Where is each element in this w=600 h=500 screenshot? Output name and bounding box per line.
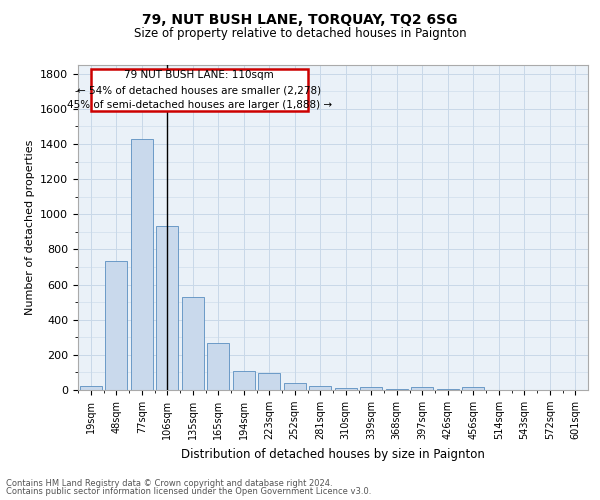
Y-axis label: Number of detached properties: Number of detached properties [25, 140, 35, 315]
Bar [182, 297, 203, 390]
Bar [284, 382, 305, 390]
Bar [157, 226, 178, 390]
Text: Contains public sector information licensed under the Open Government Licence v3: Contains public sector information licen… [6, 487, 371, 496]
Bar [361, 387, 382, 390]
Bar [310, 386, 331, 390]
FancyBboxPatch shape [91, 70, 308, 110]
Bar [131, 139, 152, 390]
Bar [233, 370, 254, 390]
Bar [259, 374, 280, 390]
Bar [463, 387, 484, 390]
Bar [335, 388, 356, 390]
Text: Contains HM Land Registry data © Crown copyright and database right 2024.: Contains HM Land Registry data © Crown c… [6, 478, 332, 488]
Bar [208, 342, 229, 390]
Text: 79, NUT BUSH LANE, TORQUAY, TQ2 6SG: 79, NUT BUSH LANE, TORQUAY, TQ2 6SG [142, 12, 458, 26]
Bar [412, 387, 433, 390]
Text: 79 NUT BUSH LANE: 110sqm
← 54% of detached houses are smaller (2,278)
45% of sem: 79 NUT BUSH LANE: 110sqm ← 54% of detach… [67, 70, 332, 110]
X-axis label: Distribution of detached houses by size in Paignton: Distribution of detached houses by size … [181, 448, 485, 460]
Text: Size of property relative to detached houses in Paignton: Size of property relative to detached ho… [134, 28, 466, 40]
Bar [80, 386, 101, 390]
Bar [437, 389, 458, 390]
Bar [386, 389, 407, 390]
Bar [106, 261, 127, 390]
